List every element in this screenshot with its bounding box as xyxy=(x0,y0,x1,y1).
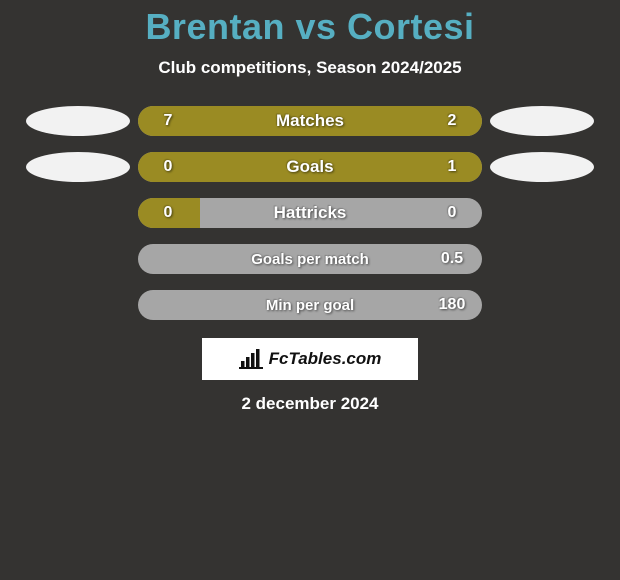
right-value: 180 xyxy=(426,296,482,314)
date-text: 2 december 2024 xyxy=(0,394,620,414)
left-badge-slot xyxy=(18,106,138,136)
left-team-badge xyxy=(26,152,130,182)
subtitle: Club competitions, Season 2024/2025 xyxy=(0,58,620,78)
left-team-badge xyxy=(26,106,130,136)
bar-chart-icon xyxy=(239,349,263,369)
left-value: 0 xyxy=(138,204,194,222)
stat-row: Min per goal180 xyxy=(0,290,620,320)
right-team-badge xyxy=(490,152,594,182)
stat-label: Goals per match xyxy=(194,251,426,268)
stat-label: Goals xyxy=(194,157,426,177)
page-title: Brentan vs Cortesi xyxy=(0,6,620,48)
left-value: 0 xyxy=(138,158,194,176)
left-badge-slot xyxy=(18,152,138,182)
right-badge-slot xyxy=(482,106,602,136)
right-value: 2 xyxy=(426,112,482,130)
stat-label: Hattricks xyxy=(194,203,426,223)
comparison-infographic: Brentan vs Cortesi Club competitions, Se… xyxy=(0,0,620,580)
stat-label: Min per goal xyxy=(194,297,426,314)
stat-bar: Min per goal180 xyxy=(138,290,482,320)
stat-row: 0Hattricks0 xyxy=(0,198,620,228)
stat-label: Matches xyxy=(194,111,426,131)
stat-row: 0Goals1 xyxy=(0,152,620,182)
right-value: 0.5 xyxy=(426,250,482,268)
stat-bar: 7Matches2 xyxy=(138,106,482,136)
right-value: 1 xyxy=(426,158,482,176)
bars-list: 7Matches20Goals10Hattricks0Goals per mat… xyxy=(0,106,620,320)
stat-bar: 0Goals1 xyxy=(138,152,482,182)
right-badge-slot xyxy=(482,152,602,182)
left-value: 7 xyxy=(138,112,194,130)
right-team-badge xyxy=(490,106,594,136)
stat-bar: Goals per match0.5 xyxy=(138,244,482,274)
branding-box: FcTables.com xyxy=(202,338,418,380)
stat-row: 7Matches2 xyxy=(0,106,620,136)
branding-text: FcTables.com xyxy=(269,349,382,369)
stat-row: Goals per match0.5 xyxy=(0,244,620,274)
right-value: 0 xyxy=(426,204,482,222)
stat-bar: 0Hattricks0 xyxy=(138,198,482,228)
